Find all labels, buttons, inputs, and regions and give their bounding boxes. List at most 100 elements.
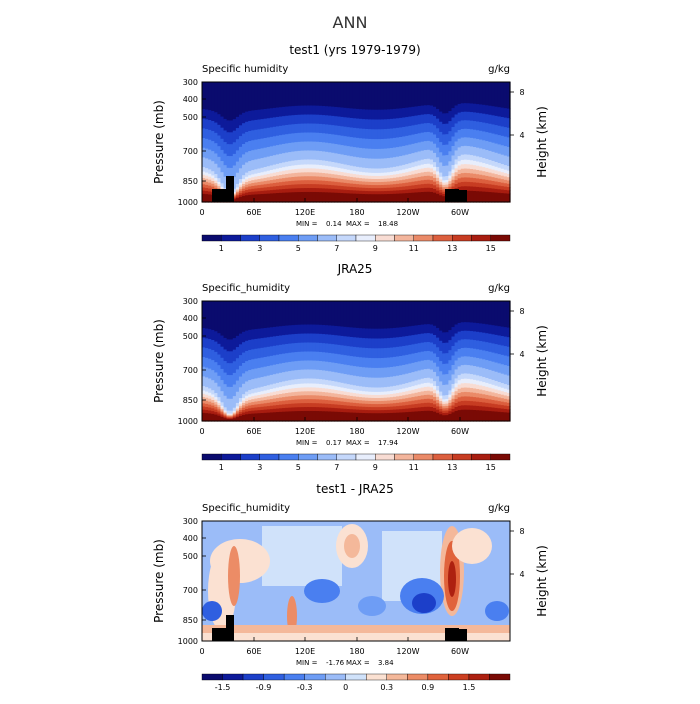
y-tick-label: 400	[183, 534, 198, 543]
min-value: 0.14	[326, 220, 342, 228]
min-label: MIN =	[296, 439, 318, 447]
panel-units-label: g/kg	[488, 503, 510, 514]
y-tick-label: 1000	[178, 637, 198, 646]
x-tick-label: 120W	[396, 647, 419, 656]
y-tick-label: 300	[183, 517, 198, 526]
colorbar-tick-label: 1	[219, 244, 224, 253]
y-axis-title: Pressure (mb)	[152, 319, 166, 403]
colorbar: -1.5 -0.9 -0.3 0 0.3 0.9 1.5	[201, 673, 511, 692]
panel-title: JRA25	[337, 262, 373, 276]
colorbar-swatch	[448, 673, 470, 681]
y2-tick-label: 4	[519, 131, 524, 140]
colorbar-swatch	[221, 234, 241, 242]
panel-title: test1 (yrs 1979-1979)	[289, 43, 420, 57]
colorbar-tick-label: 15	[486, 463, 496, 472]
colorbar-tick-label: 0.9	[421, 683, 434, 692]
y-axis-title: Pressure (mb)	[152, 539, 166, 623]
max-value: 18.48	[378, 220, 398, 228]
colorbar-swatch	[366, 673, 387, 681]
x-tick-label: 60E	[246, 647, 261, 656]
panel-units-label: g/kg	[488, 283, 510, 294]
colorbar-swatch	[427, 673, 449, 681]
colorbar: 1 3 5 7 9 11 13 15	[201, 453, 511, 472]
x-tick-label: 60W	[451, 647, 469, 656]
colorbar-swatch	[394, 234, 414, 242]
y-tick-label: 1000	[178, 198, 198, 207]
y-tick-label: 400	[183, 314, 198, 323]
panel-title: test1 - JRA25	[316, 482, 394, 496]
y-tick-label: 500	[183, 332, 198, 341]
panel-units-label: g/kg	[488, 64, 510, 75]
colorbar-swatch	[432, 234, 453, 242]
colorbar-swatch	[298, 453, 318, 461]
panel-variable-label: Specific_humidity	[202, 503, 290, 514]
colorbar-tick-label: 3	[257, 244, 262, 253]
panel-diff: test1 - JRA25 Specific_humidity g/kg 300 400…	[152, 482, 549, 692]
colorbar-swatch	[201, 234, 222, 242]
topography-mask	[226, 176, 234, 202]
colorbar-tick-label: 9	[373, 244, 378, 253]
colorbar-swatch	[259, 453, 280, 461]
y-tick-label: 500	[183, 113, 198, 122]
colorbar-swatch	[278, 453, 299, 461]
colorbar-swatch	[317, 234, 337, 242]
figure-title: ANN	[333, 13, 368, 32]
colorbar-swatch	[325, 673, 346, 681]
y2-tick-label: 4	[519, 350, 524, 359]
panel-variable-label: Specific humidity	[202, 64, 288, 75]
x-tick-label: 0	[199, 208, 204, 217]
min-value: 0.17	[326, 439, 342, 447]
y-tick-label: 700	[183, 586, 198, 595]
colorbar-tick-label: -0.3	[297, 683, 313, 692]
x-tick-label: 60W	[451, 208, 469, 217]
colorbar-swatch	[452, 453, 472, 461]
y-tick-label: 850	[183, 177, 198, 186]
colorbar-swatch	[345, 673, 367, 681]
colorbar-swatch	[304, 673, 326, 681]
colorbar-swatch	[413, 453, 434, 461]
colorbar-swatch	[201, 453, 222, 461]
colorbar-tick-label: 7	[334, 463, 339, 472]
colorbar-tick-label: -0.9	[256, 683, 272, 692]
plot-area	[202, 521, 510, 641]
x-tick-label: 60E	[246, 427, 261, 436]
max-label: MAX =	[346, 220, 370, 228]
max-value: 17.94	[378, 439, 399, 447]
plot-frame	[201, 81, 511, 203]
colorbar-swatch	[355, 234, 376, 242]
panel-variable-label: Specific_humidity	[202, 283, 290, 294]
colorbar-tick-label: 11	[409, 463, 419, 472]
colorbar-tick-label: 0.3	[380, 683, 393, 692]
colorbar: 1 3 5 7 9 11 13 15	[201, 234, 511, 253]
colorbar-tick-label: 5	[296, 463, 301, 472]
y-tick-label: 700	[183, 366, 198, 375]
x-tick-label: 0	[199, 647, 204, 656]
x-tick-label: 120W	[396, 427, 419, 436]
colorbar-swatch	[375, 234, 395, 242]
colorbar-tick-label: 13	[447, 244, 457, 253]
colorbar-swatch	[201, 673, 223, 681]
colorbar-swatch	[394, 453, 414, 461]
y-tick-label: 1000	[178, 417, 198, 426]
x-tick-label: 120E	[295, 208, 315, 217]
colorbar-swatch	[222, 673, 244, 681]
topography-mask	[445, 628, 459, 641]
colorbar-swatch	[471, 234, 491, 242]
colorbar-swatch	[278, 234, 299, 242]
x-tick-label: 120E	[295, 647, 315, 656]
colorbar-swatch	[407, 673, 429, 681]
colorbar-swatch	[221, 453, 241, 461]
min-label: MIN =	[296, 659, 318, 667]
colorbar-swatch	[355, 453, 376, 461]
colorbar-swatch	[471, 453, 491, 461]
colorbar-tick-label: 11	[409, 244, 419, 253]
colorbar-tick-label: 9	[373, 463, 378, 472]
colorbar-swatch	[452, 234, 472, 242]
topography-mask	[212, 628, 221, 641]
x-tick-label: 60E	[246, 208, 261, 217]
colorbar-swatch	[283, 673, 305, 681]
y2-tick-label: 8	[519, 527, 524, 536]
colorbar-tick-label: -1.5	[215, 683, 231, 692]
colorbar-tick-label: 7	[334, 244, 339, 253]
